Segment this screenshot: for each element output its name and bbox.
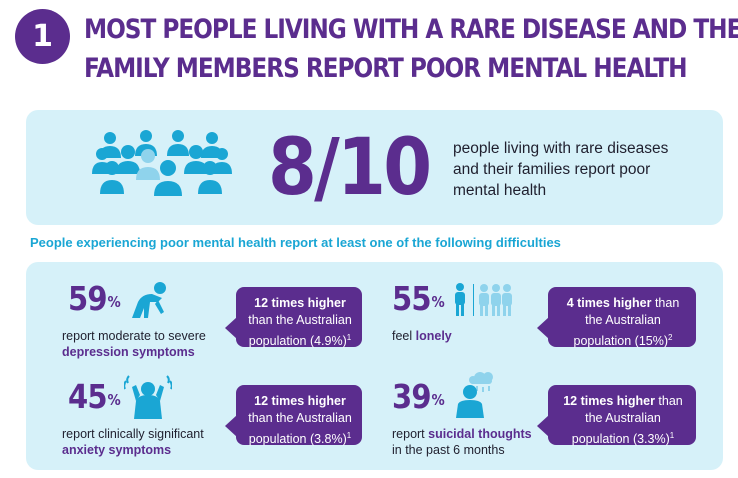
suicidal-thoughts-label-highlight: suicidal thoughts: [428, 427, 532, 441]
suicidal-thoughts-callout: 12 times higher than the Australian popu…: [537, 385, 696, 446]
person-under-rain-cloud-icon: [456, 372, 493, 418]
depression-label: report moderate to severe depression sym…: [62, 329, 206, 359]
lonely-label: feel lonely: [392, 329, 452, 343]
depression-label-highlight: depression symptoms: [62, 345, 195, 359]
suicidal-thoughts-percent: 39%: [392, 377, 445, 416]
lonely-callout: 4 times higher than the Australian popul…: [537, 287, 696, 348]
key-stat-description: people living with rare diseases and the…: [453, 140, 669, 199]
crowd-of-people-icon: [92, 130, 232, 196]
anxiety-callout: 12 times higher than the Australian popu…: [225, 385, 362, 446]
headline-line-2: FAMILY MEMBERS REPORT POOR MENTAL HEALTH: [84, 53, 688, 84]
person-holding-head-icon: [124, 375, 172, 419]
suicidal-thoughts-label: report suicidal thoughts in the past 6 m…: [392, 427, 532, 457]
anxiety-label-highlight: anxiety symptoms: [62, 443, 172, 457]
lonely-percent: 55%: [392, 279, 445, 318]
person-kneeling-icon: [132, 282, 166, 318]
anxiety-percent: 45%: [68, 377, 121, 416]
key-stat-panel: [26, 110, 723, 225]
section-number-badge: 1: [15, 9, 70, 64]
sub-heading: People experiencing poor mental health r…: [30, 235, 561, 250]
headline: MOST PEOPLE LIVING WITH A RARE DISEASE A…: [84, 10, 738, 88]
person-apart-from-group-icon: [455, 283, 512, 316]
key-stat-value: 8/10: [268, 123, 432, 213]
headline-line-1: MOST PEOPLE LIVING WITH A RARE DISEASE A…: [84, 14, 738, 45]
depression-percent: 59%: [68, 279, 121, 318]
depression-callout: 12 times higher than the Australian popu…: [225, 287, 362, 348]
lonely-label-highlight: lonely: [415, 329, 452, 343]
anxiety-label: report clinically significant anxiety sy…: [62, 427, 204, 457]
